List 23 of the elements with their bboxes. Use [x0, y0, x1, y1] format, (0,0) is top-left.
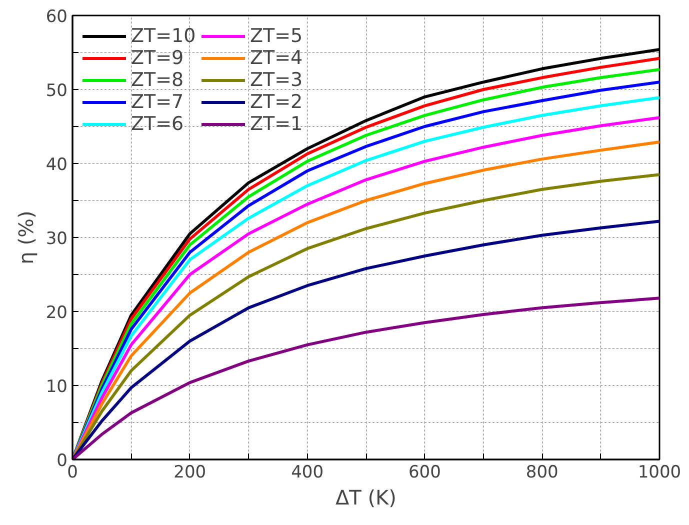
legend-label: ZT=5 [250, 25, 304, 47]
x-tick-label: 600 [408, 462, 441, 482]
y-tick-label: 20 [46, 303, 68, 323]
x-tick-label: 800 [526, 462, 558, 482]
legend-label: ZT=2 [250, 91, 304, 113]
legend-label: ZT=8 [131, 69, 185, 91]
y-tick-label: 40 [46, 155, 68, 175]
y-axis-title: η (%) [14, 210, 38, 264]
legend-label: ZT=3 [250, 69, 304, 91]
legend-label: ZT=10 [131, 25, 197, 47]
y-tick-label: 30 [46, 229, 68, 249]
legend-label: ZT=7 [131, 91, 185, 113]
x-tick-label: 200 [174, 462, 206, 482]
x-tick-label: 400 [291, 462, 324, 482]
legend-label: ZT=1 [250, 113, 304, 135]
x-tick-label: 1000 [638, 462, 682, 482]
legend-label: ZT=6 [131, 113, 185, 135]
legend-label: ZT=9 [131, 47, 185, 69]
y-tick-label: 50 [46, 81, 68, 101]
x-axis-title: ΔT (K) [336, 486, 396, 510]
legend-label: ZT=4 [250, 47, 304, 69]
y-tick-label: 10 [46, 377, 68, 397]
y-tick-label: 60 [46, 7, 68, 27]
